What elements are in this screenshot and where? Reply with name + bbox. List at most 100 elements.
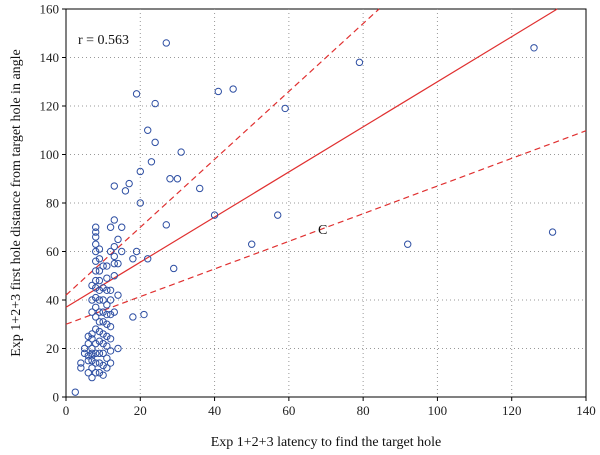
data-point	[281, 104, 289, 113]
data-point	[162, 39, 170, 47]
data-point	[92, 349, 100, 358]
data-point	[110, 252, 118, 261]
y-tick-label: 40	[46, 293, 59, 308]
data-point	[106, 335, 115, 343]
data-point	[84, 369, 92, 377]
data-point	[92, 359, 100, 367]
data-point	[88, 344, 96, 353]
x-tick-label: 20	[134, 403, 147, 418]
data-point	[103, 286, 111, 294]
data-point	[99, 349, 107, 358]
data-point	[110, 242, 118, 251]
x-tick-label: 120	[502, 403, 522, 418]
data-point	[248, 240, 256, 248]
data-point	[103, 262, 111, 270]
data-point	[103, 310, 111, 319]
data-point	[129, 313, 137, 321]
data-point	[88, 330, 96, 338]
data-point	[106, 359, 115, 367]
y-tick-label: 160	[40, 2, 60, 17]
regression-line	[65, 8, 558, 308]
data-point	[114, 259, 122, 268]
data-point	[88, 364, 96, 372]
data-point	[92, 284, 100, 292]
data-point	[95, 369, 104, 377]
data-point	[92, 228, 100, 236]
data-point	[110, 272, 118, 280]
data-point	[106, 296, 115, 304]
data-point	[92, 223, 100, 231]
data-point	[95, 318, 104, 326]
data-point	[95, 337, 104, 345]
x-tick-label: 100	[428, 403, 448, 418]
data-point	[92, 325, 100, 333]
data-point	[95, 327, 104, 336]
data-point	[99, 339, 107, 348]
data-point	[95, 296, 104, 304]
data-point	[77, 359, 85, 367]
tick-layer: 0 20 40 60 80 100 120 140 0 20 40 60 80 100 120 140 160	[40, 2, 596, 419]
data-point	[147, 158, 156, 166]
data-point	[173, 175, 182, 183]
data-point	[99, 371, 107, 379]
data-point	[103, 274, 111, 282]
correlation-annotation: r = 0.563	[78, 33, 129, 48]
y-tick-label: 20	[46, 341, 59, 356]
data-point	[103, 354, 111, 362]
data-point	[80, 349, 89, 358]
data-point	[106, 223, 115, 231]
data-point	[129, 255, 137, 263]
data-point	[151, 138, 159, 147]
data-point	[132, 90, 141, 98]
x-tick-label: 60	[282, 403, 295, 418]
y-tick-label: 140	[40, 50, 60, 65]
data-point	[99, 361, 107, 370]
y-tick-label: 0	[53, 390, 60, 405]
y-tick-label: 100	[40, 147, 60, 162]
y-tick-label: 60	[46, 244, 59, 259]
x-tick-label: 80	[357, 403, 370, 418]
data-point	[88, 296, 96, 304]
data-point	[95, 267, 104, 275]
data-point	[151, 99, 159, 108]
data-point	[92, 240, 100, 248]
data-point	[99, 284, 107, 292]
data-point	[177, 148, 185, 156]
data-point	[92, 303, 100, 311]
data-point	[118, 223, 126, 231]
data-point	[136, 167, 144, 176]
data-point	[92, 339, 100, 348]
data-point	[95, 286, 104, 294]
data-point	[110, 182, 118, 190]
data-point	[95, 276, 104, 285]
data-point	[404, 240, 412, 248]
data-point	[162, 221, 170, 229]
data-point	[214, 87, 222, 96]
x-tick-label: 140	[576, 403, 596, 418]
data-point	[196, 184, 204, 193]
data-point	[88, 373, 96, 382]
data-point	[99, 296, 107, 304]
data-point	[144, 126, 152, 134]
data-point	[106, 247, 115, 256]
data-point	[170, 264, 178, 273]
y-axis-title: Exp 1+2+3 first hole distance from targe…	[9, 49, 24, 357]
data-point	[103, 301, 111, 309]
data-point	[355, 58, 364, 67]
data-point	[103, 320, 111, 328]
data-point	[103, 332, 111, 341]
data-point	[84, 352, 92, 360]
data-point	[88, 349, 96, 358]
y-tick-label: 80	[46, 196, 59, 211]
data-point	[71, 388, 79, 396]
data-point	[95, 255, 104, 263]
data-point	[92, 293, 100, 302]
data-point	[77, 364, 85, 372]
data-point	[144, 255, 152, 263]
y-tick-label: 120	[40, 99, 60, 114]
data-point	[110, 216, 118, 224]
panel-label: C	[318, 223, 327, 238]
data-point	[110, 308, 118, 316]
data-point	[229, 85, 237, 93]
